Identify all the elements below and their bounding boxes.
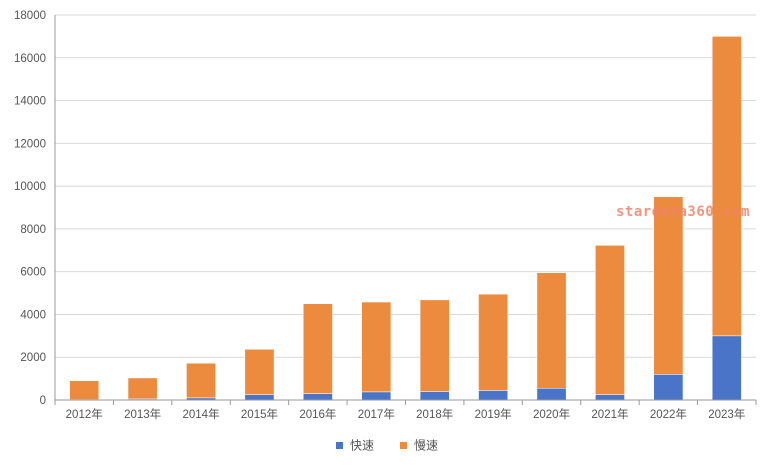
y-tick-label: 14000 (14, 96, 46, 108)
bar-segment-fast[interactable] (712, 336, 741, 400)
bar-segment-slow[interactable] (479, 294, 508, 390)
bar-segment-fast[interactable] (595, 395, 624, 400)
x-tick-label: 2018年 (416, 407, 453, 421)
bar-segment-fast[interactable] (479, 390, 508, 400)
bar-segment-slow[interactable] (654, 197, 683, 375)
y-tick-label: 10000 (14, 181, 46, 193)
grid-lines (55, 15, 756, 357)
legend-label[interactable]: 快速 (350, 439, 374, 453)
legend-label[interactable]: 慢速 (414, 439, 438, 453)
x-axis: 2012年 2013年 2014年 2015年 2016年 2017年 2018年 2019年… (55, 400, 756, 421)
bar-segment-slow[interactable] (70, 381, 99, 400)
bar-segment-slow[interactable] (186, 363, 215, 398)
x-tick-label: 2015年 (241, 407, 278, 421)
bar-segment-fast[interactable] (303, 394, 332, 400)
bar-segment-slow[interactable] (712, 36, 741, 335)
bar-segment-fast[interactable] (654, 374, 683, 400)
x-tick-label: 2022年 (650, 407, 687, 421)
legend-swatch[interactable] (336, 442, 343, 449)
bar-segment-slow[interactable] (362, 302, 391, 392)
x-tick-label: 2017年 (358, 407, 395, 421)
bar-segment-fast[interactable] (537, 388, 566, 400)
y-tick-label: 16000 (14, 53, 46, 65)
x-tick-label: 2020年 (533, 407, 570, 421)
y-tick-label: 0 (40, 395, 46, 407)
y-axis: 0 2000 4000 6000 8000 10000 12000 14000 16000 180… (14, 10, 55, 407)
y-tick-label: 8000 (20, 224, 46, 236)
y-tick-label: 6000 (20, 267, 46, 279)
x-tick-label: 2019年 (475, 407, 512, 421)
bar-segment-slow[interactable] (595, 245, 624, 394)
bar-segment-slow[interactable] (420, 300, 449, 392)
x-tick-label: 2023年 (708, 407, 745, 421)
x-tick-label: 2021年 (591, 407, 628, 421)
y-tick-label: 4000 (20, 309, 46, 321)
y-tick-label: 12000 (14, 138, 46, 150)
legend[interactable]: 快速 慢速 (336, 439, 438, 453)
bar-segment-fast[interactable] (362, 392, 391, 400)
x-tick-label: 2016年 (299, 407, 336, 421)
legend-swatch[interactable] (400, 442, 407, 449)
y-tick-label: 18000 (14, 10, 46, 22)
bar-segment-fast[interactable] (245, 395, 274, 400)
bar-segment-slow[interactable] (537, 273, 566, 389)
x-tick-label: 2013年 (124, 407, 161, 421)
watermark-text: stardata360.com (616, 204, 750, 220)
x-tick-label: 2014年 (182, 407, 219, 421)
y-tick-label: 2000 (20, 352, 46, 364)
bar-segment-slow[interactable] (303, 304, 332, 394)
bar-segment-slow[interactable] (128, 378, 157, 399)
bar-segment-fast[interactable] (420, 391, 449, 400)
bar-segment-slow[interactable] (245, 349, 274, 394)
x-tick-label: 2012年 (66, 407, 103, 421)
